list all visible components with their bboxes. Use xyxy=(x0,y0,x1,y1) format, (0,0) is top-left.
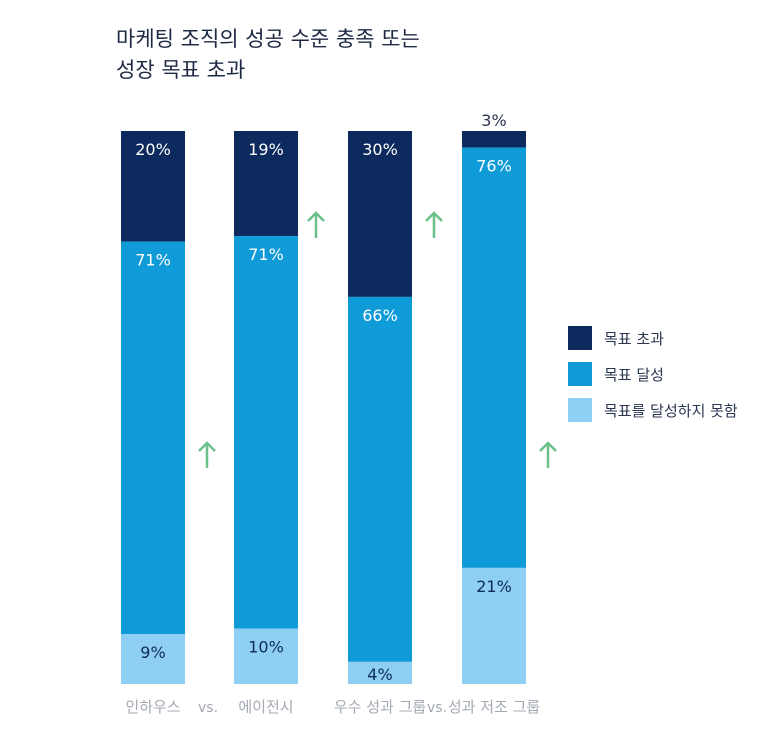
legend-item-missed: 목표를 달성하지 못함 xyxy=(568,392,738,428)
bar-segment xyxy=(348,661,412,684)
chart-title-line-1: 마케팅 조직의 성공 수준 충족 또는 xyxy=(116,27,420,51)
bar-segment xyxy=(121,634,185,684)
bar-segment xyxy=(121,241,185,635)
bar-segment xyxy=(348,131,412,297)
category-label: 에이전시 xyxy=(238,698,293,716)
data-label: 71% xyxy=(248,245,284,264)
chart-title-line-2: 성장 목표 초과 xyxy=(116,58,246,82)
bar-segment xyxy=(234,628,298,684)
data-label: 3% xyxy=(481,111,506,130)
up-arrow-icon xyxy=(307,211,325,238)
legend-swatch xyxy=(568,362,592,386)
data-label: 66% xyxy=(362,306,398,325)
category-label: 성과 저조 그룹 xyxy=(448,698,541,716)
data-label: 20% xyxy=(135,140,171,159)
bar-segment xyxy=(462,147,526,568)
vs-separator: vs. xyxy=(427,700,447,716)
data-label: 71% xyxy=(135,251,171,270)
data-label: 21% xyxy=(476,577,512,596)
data-label: 30% xyxy=(362,140,398,159)
category-label: 인하우스 xyxy=(125,698,180,716)
bar-segment xyxy=(234,236,298,629)
bar-segment xyxy=(234,131,298,237)
data-label: 76% xyxy=(476,157,512,176)
data-label: 19% xyxy=(248,140,284,159)
legend-item-achieved: 목표 달성 xyxy=(568,356,738,392)
data-label: 10% xyxy=(248,638,284,657)
legend-label: 목표 달성 xyxy=(604,365,664,384)
data-label: 9% xyxy=(140,643,165,662)
bar-segment xyxy=(462,567,526,684)
legend: 목표 초과 목표 달성 목표를 달성하지 못함 xyxy=(568,320,738,428)
legend-label: 목표를 달성하지 못함 xyxy=(604,401,738,420)
bar-segment xyxy=(348,296,412,662)
chart-title: 마케팅 조직의 성공 수준 충족 또는 성장 목표 초과 xyxy=(116,24,420,86)
category-label: 우수 성과 그룹 xyxy=(334,698,427,716)
legend-item-exceeded: 목표 초과 xyxy=(568,320,738,356)
data-label: 4% xyxy=(367,665,392,684)
legend-label: 목표 초과 xyxy=(604,329,664,348)
up-arrow-icon xyxy=(198,441,216,468)
legend-swatch xyxy=(568,398,592,422)
bar-segment xyxy=(121,131,185,242)
up-arrow-icon xyxy=(425,211,443,238)
legend-swatch xyxy=(568,326,592,350)
bar-segment xyxy=(462,131,526,148)
up-arrow-icon xyxy=(539,441,557,468)
vs-separator: vs. xyxy=(198,700,218,716)
